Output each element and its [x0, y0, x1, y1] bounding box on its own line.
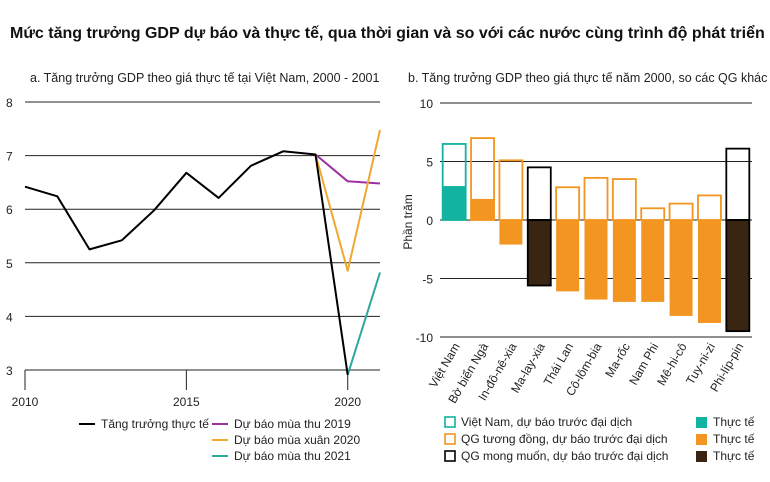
- panel-a-grid: [24, 101, 380, 390]
- panel-a-legend: Tăng trưởng thực tế Dự báo mùa thu 2019 …: [79, 417, 360, 463]
- line-forecast-autumn-2019: [314, 153, 381, 185]
- b-x-tick: Ma-rốc: [602, 341, 633, 380]
- bar-forecast: [470, 137, 495, 221]
- bar-forecast: [611, 178, 637, 221]
- a-y-tick: 7: [6, 150, 13, 164]
- legend-box-vn-forecast: [444, 416, 456, 428]
- panel-a: a. Tăng trưởng GDP theo giá thực tế tại …: [6, 71, 381, 409]
- bar-actual: [669, 220, 693, 316]
- bar-actual: [641, 220, 665, 302]
- b-y-tick: 5: [426, 156, 433, 170]
- bar-forecast: [668, 202, 694, 221]
- a-x-tick: 2015: [173, 395, 200, 409]
- b-y-tick: -10: [416, 331, 434, 345]
- bar-actual: [697, 220, 721, 323]
- panel-b-bars: [441, 137, 751, 333]
- legend-box-peer-actual: [696, 434, 707, 445]
- a-y-tick: 8: [6, 96, 13, 110]
- legend-box-aspire-actual: [696, 451, 707, 462]
- legend-box-aspire-forecast: [444, 450, 456, 462]
- legend-box-peer-forecast: [444, 433, 456, 445]
- a-y-tick: 6: [6, 203, 13, 217]
- bar-forecast: [697, 194, 722, 221]
- legend-label-vn-actual: Thực tế: [713, 415, 755, 429]
- legend-label-fc2019: Dự báo mùa thu 2019: [234, 417, 351, 431]
- legend-box-vn-actual: [696, 417, 707, 428]
- bar-forecast: [498, 159, 524, 221]
- b-y-tick: 10: [420, 97, 434, 111]
- bar-forecast: [640, 207, 666, 221]
- legend-label-vn-forecast: Việt Nam, dự báo trước đại dịch: [461, 415, 632, 429]
- bar-actual: [584, 220, 608, 300]
- panel-b: b. Tăng trưởng GDP theo giá thực tế năm …: [401, 71, 767, 406]
- legend-label-peer-forecast: QG tương đồng, dự báo trước đại dịch: [461, 432, 668, 446]
- b-y-tick: -5: [422, 273, 433, 287]
- legend-label-aspire-forecast: QG mong muốn, dự báo trước đại dịch: [461, 449, 668, 463]
- legend-label-peer-actual: Thực tế: [713, 432, 755, 446]
- panel-a-ticks: 3 4 5 6 7 8 2010 2015 2020: [6, 96, 361, 409]
- bar-actual: [556, 220, 580, 292]
- panel-b-title: b. Tăng trưởng GDP theo giá thực tế năm …: [408, 71, 767, 85]
- panel-a-lines: [24, 129, 381, 376]
- panel-b-ylabel: Phần trăm: [401, 194, 415, 249]
- figure-title: Mức tăng trưởng GDP dự báo và thực tế, q…: [10, 24, 765, 42]
- a-y-tick: 4: [6, 310, 13, 324]
- bar-actual-outline: [725, 219, 751, 333]
- bar-actual-outline: [526, 219, 552, 287]
- line-actual: [24, 150, 349, 375]
- legend-label-fc2021: Dự báo mùa thu 2021: [234, 449, 351, 463]
- panel-a-title: a. Tăng trưởng GDP theo giá thực tế tại …: [30, 71, 379, 85]
- line-forecast-autumn-2021: [346, 272, 381, 376]
- bar-forecast: [526, 166, 552, 221]
- bar-actual: [726, 220, 750, 332]
- legend-label-fc2020: Dự báo mùa xuân 2020: [234, 433, 360, 447]
- legend-label-actual: Tăng trưởng thực tế: [101, 417, 209, 431]
- a-y-tick: 5: [6, 257, 13, 271]
- bar-actual: [471, 198, 495, 220]
- a-x-tick: 2010: [12, 395, 39, 409]
- line-forecast-spring-2020: [314, 129, 381, 272]
- bar-forecast: [725, 147, 751, 221]
- bar-actual: [499, 220, 523, 245]
- bar-forecast: [441, 143, 467, 221]
- a-x-tick: 2020: [334, 395, 361, 409]
- legend-label-aspire-actual: Thực tế: [713, 449, 755, 463]
- panel-b-legend: Việt Nam, dự báo trước đại dịch QG tương…: [444, 415, 755, 463]
- bar-actual: [527, 220, 551, 286]
- bar-forecast: [555, 186, 581, 221]
- bar-forecast: [583, 176, 609, 221]
- bar-actual: [442, 186, 466, 220]
- bar-actual: [612, 220, 636, 302]
- b-y-tick: 0: [426, 214, 433, 228]
- a-y-tick: 3: [6, 364, 13, 378]
